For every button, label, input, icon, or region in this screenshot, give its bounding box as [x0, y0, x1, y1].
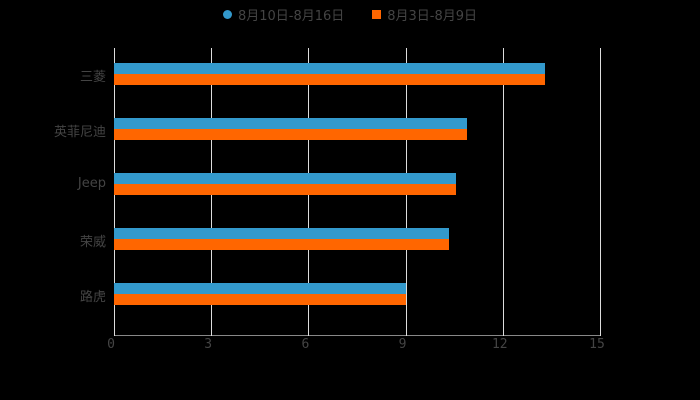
x-tick — [308, 324, 310, 336]
gridline — [502, 48, 504, 324]
x-tick — [600, 324, 601, 336]
bar-1[interactable] — [114, 62, 545, 74]
x-tick-label: 15 — [589, 337, 605, 352]
series-1-marker-icon — [222, 10, 232, 19]
category-label: 英菲尼迪 — [53, 124, 106, 140]
x-tick-label: 3 — [204, 337, 213, 352]
legend-label-series-2: 8月3日-8月9日 — [387, 9, 478, 24]
bar-2[interactable] — [114, 294, 406, 306]
x-axis-line — [114, 335, 600, 336]
x-tick-label: 12 — [491, 337, 508, 352]
bar-2[interactable] — [114, 73, 545, 85]
x-tick — [405, 324, 407, 336]
category-label: 荣威 — [79, 235, 106, 251]
category-label: 三菱 — [79, 69, 106, 85]
gridline — [600, 48, 601, 324]
bar-1[interactable] — [114, 117, 468, 129]
chart-legend: 8月10日-8月16日 8月3日-8月9日 — [0, 5, 700, 24]
legend-item-series-1[interactable]: 8月10日-8月16日 — [222, 5, 345, 24]
x-tick-label: 6 — [301, 337, 310, 352]
category-label: 路虎 — [79, 290, 106, 306]
bar-2[interactable] — [114, 184, 456, 195]
legend-item-series-2[interactable]: 8月3日-8月9日 — [372, 5, 477, 24]
series-2-marker-icon — [372, 10, 382, 19]
bar-2[interactable] — [114, 239, 450, 251]
plot-area — [114, 48, 601, 324]
bar-2[interactable] — [114, 128, 468, 140]
bar-1[interactable] — [114, 228, 450, 240]
bar-1[interactable] — [114, 173, 456, 184]
bar-1[interactable] — [114, 283, 406, 295]
x-tick — [211, 324, 213, 336]
x-tick — [502, 324, 504, 336]
category-label: Jeep — [77, 176, 106, 191]
x-tick-label: 9 — [398, 337, 407, 352]
x-tick — [114, 324, 115, 336]
x-tick-label: 0 — [107, 337, 115, 352]
legend-label-series-1: 8月10日-8月16日 — [237, 9, 345, 24]
